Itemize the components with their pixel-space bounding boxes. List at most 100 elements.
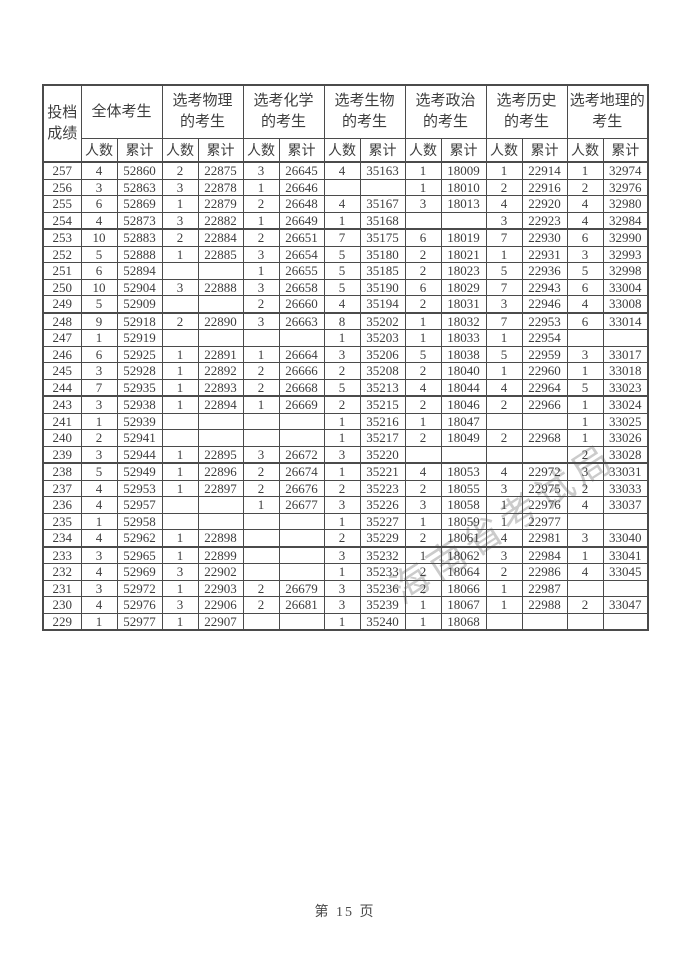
cumulative-cell: 52873: [116, 211, 163, 230]
cumulative-cell: 35221: [359, 462, 406, 481]
count-cell: 2: [485, 429, 523, 447]
page-number: 第 15 页: [314, 905, 376, 920]
count-cell: [242, 329, 280, 347]
cumulative-cell: 33026: [602, 429, 649, 447]
table-row: 256 3 52863 3 22878 1 26646 1 18010 2 22916 2 32976: [42, 178, 649, 196]
count-cell: 6: [404, 228, 442, 247]
cumulative-cell: 22916: [521, 178, 568, 196]
count-cell: [242, 412, 280, 430]
cumulative-cell: 22981: [521, 529, 568, 548]
count-cell: [566, 612, 604, 631]
count-cell: [566, 512, 604, 530]
cumulative-cell: 52969: [116, 563, 163, 581]
cumulative-cell: [197, 429, 244, 447]
count-cell: 3: [566, 529, 604, 548]
cumulative-cell: 18047: [440, 412, 487, 430]
cumulative-cell: 52894: [116, 262, 163, 280]
sub-header-cum-1: 累计: [197, 138, 244, 163]
cumulative-cell: 18049: [440, 429, 487, 447]
table-row: 254 4 52873 3 22882 1 26649 1 35168 3 22923 4 32984: [42, 211, 649, 230]
cumulative-cell: 22959: [521, 345, 568, 363]
count-cell: 1: [404, 161, 442, 180]
cumulative-cell: 22894: [197, 395, 244, 414]
count-cell: 2: [566, 445, 604, 464]
cumulative-cell: 33033: [602, 479, 649, 497]
cumulative-cell: 52939: [116, 412, 163, 430]
table-row: 257 4 52860 2 22875 3 26645 4 35163 1 18009 1 22914 1…: [42, 161, 649, 180]
cumulative-cell: 22943: [521, 278, 568, 296]
cumulative-cell: 35240: [359, 612, 406, 631]
cumulative-cell: 52928: [116, 362, 163, 380]
sub-header-count-4: 人数: [404, 138, 442, 163]
score-cell: 231: [42, 579, 82, 597]
cumulative-cell: 52962: [116, 529, 163, 548]
cumulative-cell: 35175: [359, 228, 406, 247]
cumulative-cell: 35217: [359, 429, 406, 447]
cumulative-cell: 26655: [278, 262, 325, 280]
count-cell: 3: [242, 278, 280, 296]
cumulative-cell: 33023: [602, 378, 649, 397]
cumulative-cell: 52925: [116, 345, 163, 363]
table-row: 241 1 52939 1 35216 1 18047 1 33025: [42, 412, 649, 430]
cumulative-cell: 35194: [359, 295, 406, 314]
count-cell: 1: [404, 329, 442, 347]
count-cell: 2: [161, 312, 199, 330]
count-cell: 4: [566, 211, 604, 230]
cumulative-cell: 22882: [197, 211, 244, 230]
count-cell: 1: [161, 445, 199, 464]
count-cell: 1: [242, 178, 280, 196]
cumulative-cell: 52944: [116, 445, 163, 464]
group-header-4: 选考政治 的考生: [404, 84, 487, 139]
count-cell: [242, 529, 280, 548]
cumulative-cell: 18010: [440, 178, 487, 196]
cumulative-cell: 26669: [278, 395, 325, 414]
cumulative-cell: [197, 412, 244, 430]
count-cell: 5: [566, 378, 604, 397]
cumulative-cell: 26672: [278, 445, 325, 464]
score-cell: 245: [42, 362, 82, 380]
count-cell: 7: [80, 378, 118, 397]
group-header-6: 选考地理的 考生: [566, 84, 649, 139]
cumulative-cell: 33028: [602, 445, 649, 464]
count-cell: 2: [242, 479, 280, 497]
cumulative-cell: 35208: [359, 362, 406, 380]
cumulative-cell: 22891: [197, 345, 244, 363]
count-cell: 3: [404, 195, 442, 213]
count-cell: 3: [404, 496, 442, 514]
cumulative-cell: 18046: [440, 395, 487, 414]
cumulative-cell: 35232: [359, 546, 406, 564]
table-row: 240 2 52941 1 35217 2 18049 2 22968 1 33026: [42, 429, 649, 447]
count-cell: 2: [242, 295, 280, 314]
cumulative-cell: 35185: [359, 262, 406, 280]
cumulative-cell: [521, 412, 568, 430]
count-cell: 1: [404, 412, 442, 430]
header-group-row: 投档 成绩 全体考生 选考物理 的考生 选考化学 的考生 选考生物 的考生 选考政治 的考…: [42, 84, 649, 163]
count-cell: [242, 612, 280, 631]
cumulative-cell: 26674: [278, 462, 325, 481]
count-cell: 2: [323, 479, 361, 497]
cumulative-cell: 26654: [278, 245, 325, 263]
table-row: 237 4 52953 1 22897 2 26676 2 35223 2 18055 3 22975 2…: [42, 479, 649, 497]
count-cell: 1: [161, 195, 199, 213]
cumulative-cell: 22896: [197, 462, 244, 481]
count-cell: 7: [485, 278, 523, 296]
table-row: 255 6 52869 1 22879 2 26648 4 35167 3 18013 4 22920 4…: [42, 195, 649, 213]
score-cell: 246: [42, 345, 82, 363]
count-cell: 4: [80, 161, 118, 180]
cumulative-cell: 26679: [278, 579, 325, 597]
score-cell: 249: [42, 295, 82, 314]
cumulative-cell: 18033: [440, 329, 487, 347]
cumulative-cell: 52972: [116, 579, 163, 597]
table-row: 249 5 52909 2 26660 4 35194 2 18031 3 22946 4 33008: [42, 295, 649, 314]
cumulative-cell: 18044: [440, 378, 487, 397]
cumulative-cell: 35203: [359, 329, 406, 347]
score-cell: 255: [42, 195, 82, 213]
cumulative-cell: 35223: [359, 479, 406, 497]
cumulative-cell: 18013: [440, 195, 487, 213]
table-row: 238 5 52949 1 22896 2 26674 1 35221 4 18053 4 22972 3…: [42, 462, 649, 481]
cumulative-cell: 22966: [521, 395, 568, 414]
cumulative-cell: 18019: [440, 228, 487, 247]
cumulative-cell: 33004: [602, 278, 649, 296]
count-cell: 4: [485, 529, 523, 548]
cumulative-cell: 33014: [602, 312, 649, 330]
